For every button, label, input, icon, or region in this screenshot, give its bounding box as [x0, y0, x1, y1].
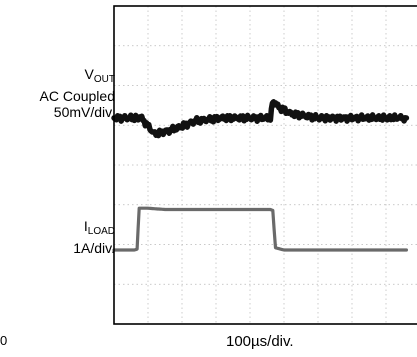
corner-zero-label: 0 [0, 333, 8, 348]
plot-frame [113, 5, 417, 325]
vout-trace [111, 99, 410, 139]
iload-scale: 1A/div. [73, 240, 115, 256]
vout-coupling: AC Coupled [39, 88, 116, 104]
scope-grid [114, 6, 417, 324]
vout-subscript: OUT [93, 74, 115, 85]
vout-label: VOUT AC Coupled 50mV/div. [40, 66, 116, 120]
iload-trace [112, 206, 408, 252]
iload-label: ILOAD 1A/div. [73, 218, 115, 256]
vout-scale: 50mV/div. [53, 104, 115, 120]
iload-name: I [83, 218, 88, 234]
x-axis-label: 100µs/div. [226, 333, 294, 350]
scope-traces [111, 99, 410, 252]
iload-subscript: LOAD [87, 226, 115, 237]
vout-name: V [84, 66, 94, 82]
